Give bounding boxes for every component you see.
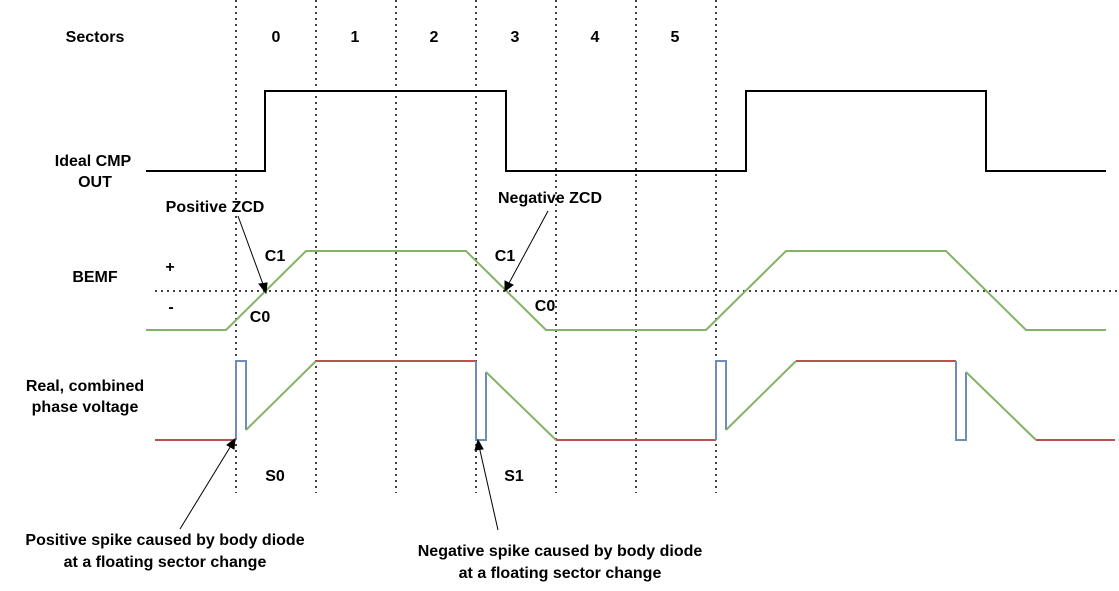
bemf-waveform <box>146 250 1106 331</box>
negative-spike-caption: Negative spike caused by body diode <box>418 543 703 560</box>
sector-number: 4 <box>591 29 600 46</box>
bemf-label: BEMF <box>72 269 118 286</box>
phase-ramp-down <box>965 371 1037 441</box>
minus-sign: - <box>168 299 173 316</box>
sector-number: 0 <box>272 29 281 46</box>
labels: Sectors 0 1 2 3 4 5 Ideal CMP OUT BEMF +… <box>25 29 702 582</box>
sectors-heading: Sectors <box>66 29 125 46</box>
spike-negative-1 <box>475 361 487 441</box>
spike-negative-2 <box>955 361 967 441</box>
sector-number: 2 <box>430 29 439 46</box>
plus-sign: + <box>165 259 174 276</box>
ideal-cmp-out-waveform <box>146 90 1106 172</box>
negative-spike-arrowhead <box>474 438 484 451</box>
spike-positive-2 <box>715 360 727 440</box>
positive-spike-arrowhead <box>226 437 236 450</box>
positive-spike-arrow <box>179 443 233 530</box>
sector-number: 1 <box>351 29 360 46</box>
positive-zcd-arrow <box>237 215 265 288</box>
negative-zcd-arrow <box>507 210 549 286</box>
phase-ramp-up <box>245 360 317 431</box>
sector-number: 5 <box>671 29 680 46</box>
real-voltage-label: Real, combined <box>26 378 144 395</box>
positive-zcd-label: Positive ZCD <box>166 199 265 216</box>
phase-ramp-up <box>725 360 797 431</box>
negative-spike-caption: at a floating sector change <box>459 565 662 582</box>
positive-spike-caption: Positive spike caused by body diode <box>25 532 304 549</box>
s1-label: S1 <box>504 468 524 485</box>
spike-positive-1 <box>235 360 247 440</box>
c1-label: C1 <box>265 248 286 265</box>
phase-voltage-waveform <box>155 360 1115 441</box>
phase-ramp-down <box>485 371 557 441</box>
c0-label: C0 <box>535 298 556 315</box>
positive-zcd-arrowhead <box>258 282 268 295</box>
sector-number: 3 <box>511 29 520 46</box>
ideal-cmp-out-label: OUT <box>78 174 112 191</box>
positive-spike-caption: at a floating sector change <box>64 554 267 571</box>
negative-zcd-label: Negative ZCD <box>498 190 602 207</box>
real-voltage-label: phase voltage <box>32 399 139 416</box>
c1-label: C1 <box>495 248 516 265</box>
negative-spike-arrow <box>478 445 499 531</box>
annotation-arrows <box>179 210 549 531</box>
ideal-cmp-out-label: Ideal CMP <box>55 153 132 170</box>
sector-dividers <box>235 0 717 493</box>
s0-label: S0 <box>265 468 285 485</box>
negative-zcd-arrowhead <box>504 280 514 292</box>
c0-label: C0 <box>250 309 271 326</box>
